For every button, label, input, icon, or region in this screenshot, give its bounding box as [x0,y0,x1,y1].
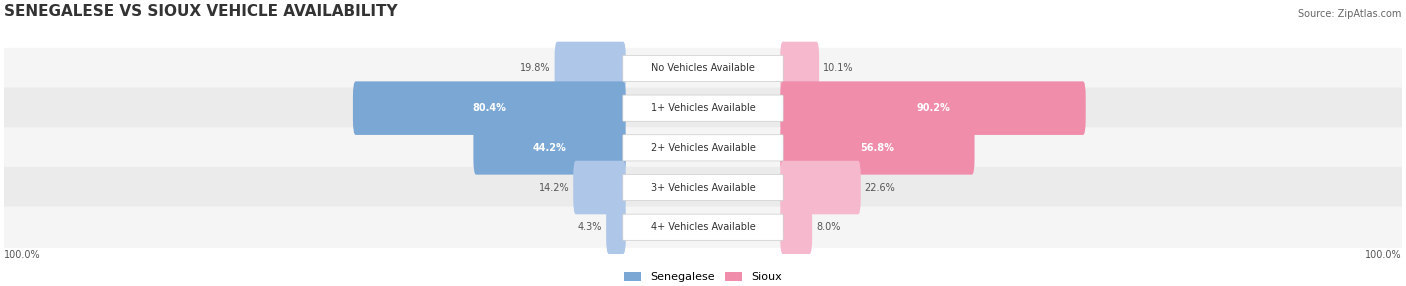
Text: 80.4%: 80.4% [472,103,506,113]
FancyBboxPatch shape [4,167,1402,208]
Text: 1+ Vehicles Available: 1+ Vehicles Available [651,103,755,113]
FancyBboxPatch shape [474,121,626,175]
FancyBboxPatch shape [780,121,974,175]
FancyBboxPatch shape [623,214,783,240]
FancyBboxPatch shape [353,81,626,135]
Text: 100.0%: 100.0% [1365,250,1402,260]
Text: 2+ Vehicles Available: 2+ Vehicles Available [651,143,755,153]
FancyBboxPatch shape [4,88,1402,129]
Text: SENEGALESE VS SIOUX VEHICLE AVAILABILITY: SENEGALESE VS SIOUX VEHICLE AVAILABILITY [4,4,398,19]
FancyBboxPatch shape [623,174,783,201]
FancyBboxPatch shape [554,42,626,95]
Text: 4+ Vehicles Available: 4+ Vehicles Available [651,222,755,232]
Text: 14.2%: 14.2% [538,182,569,192]
FancyBboxPatch shape [780,200,813,254]
Text: 100.0%: 100.0% [4,250,41,260]
FancyBboxPatch shape [4,48,1402,89]
FancyBboxPatch shape [574,161,626,214]
Text: Source: ZipAtlas.com: Source: ZipAtlas.com [1299,9,1402,19]
FancyBboxPatch shape [623,55,783,82]
Text: 4.3%: 4.3% [578,222,602,232]
FancyBboxPatch shape [4,206,1402,248]
FancyBboxPatch shape [780,161,860,214]
Text: 22.6%: 22.6% [865,182,896,192]
Text: 19.8%: 19.8% [520,63,551,74]
FancyBboxPatch shape [606,200,626,254]
FancyBboxPatch shape [623,95,783,121]
FancyBboxPatch shape [4,127,1402,168]
Text: 56.8%: 56.8% [860,143,894,153]
Text: 3+ Vehicles Available: 3+ Vehicles Available [651,182,755,192]
FancyBboxPatch shape [623,135,783,161]
FancyBboxPatch shape [780,42,820,95]
Legend: Senegalese, Sioux: Senegalese, Sioux [624,271,782,282]
FancyBboxPatch shape [780,81,1085,135]
Text: 90.2%: 90.2% [917,103,950,113]
Text: 10.1%: 10.1% [823,63,853,74]
Text: 44.2%: 44.2% [533,143,567,153]
Text: 8.0%: 8.0% [815,222,841,232]
Text: No Vehicles Available: No Vehicles Available [651,63,755,74]
